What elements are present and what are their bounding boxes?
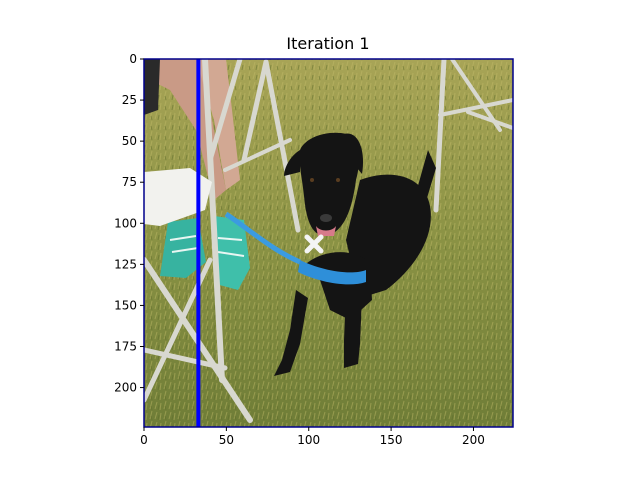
y-tick-label: 100: [114, 216, 137, 230]
chair-seat: [144, 168, 212, 226]
dog-nose: [320, 214, 332, 222]
y-tick-label: 0: [129, 52, 137, 66]
plot-title: Iteration 1: [286, 34, 369, 53]
x-axis: 0 50 100 150 200: [140, 427, 485, 447]
x-tick-label: 200: [462, 433, 485, 447]
collar-tag: [304, 234, 324, 254]
shoes: [160, 216, 250, 290]
y-tick-label: 50: [122, 134, 137, 148]
leash: [224, 211, 301, 265]
photo: [144, 59, 513, 427]
x-tick-label: 50: [219, 433, 234, 447]
plot-frame: [143, 58, 514, 428]
y-tick-label: 75: [122, 175, 137, 189]
y-tick-label: 150: [114, 298, 137, 312]
y-axis: 0 25 50 75 100 125 150 175 200: [114, 52, 144, 395]
dog-collar: [298, 260, 366, 285]
dog-tongue: [316, 226, 336, 236]
y-tick-label: 175: [114, 340, 137, 354]
x-tick-label: 0: [140, 433, 148, 447]
x-tick-label: 150: [380, 433, 403, 447]
y-tick-label: 125: [114, 257, 137, 271]
y-tick-label: 25: [122, 93, 137, 107]
y-tick-label: 200: [114, 381, 137, 395]
x-tick-label: 100: [297, 433, 320, 447]
